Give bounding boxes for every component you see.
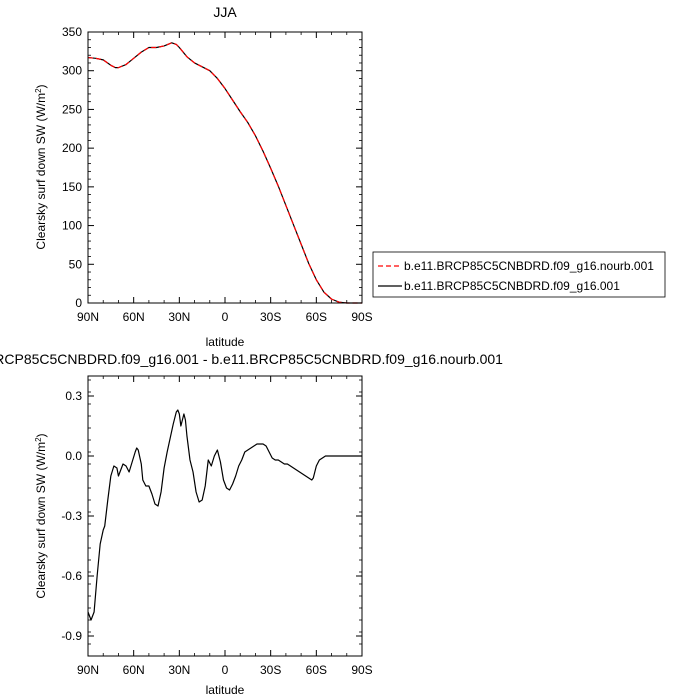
top-y-axis-label-end: ) — [34, 84, 48, 88]
top-x-tick-label: 60S — [306, 310, 327, 324]
top-y-tick-label: 350 — [62, 25, 82, 39]
bot-y-tick-label: -0.6 — [61, 569, 82, 583]
top-y-axis-label-sup: 2 — [34, 88, 43, 93]
top-chart-title: JJA — [213, 4, 237, 20]
bottom-y-axis-label-end: ) — [34, 433, 48, 437]
bottom-plot-frame — [87, 375, 363, 657]
top-series-line-1 — [87, 42, 362, 304]
legend: b.e11.BRCP85C5CNBDRD.f09_g16.nourb.001 b… — [372, 251, 666, 298]
bot-x-tick-label: 60N — [123, 663, 145, 677]
bot-x-tick-label: 30N — [168, 663, 190, 677]
bot-y-tick-label: -0.9 — [61, 629, 82, 643]
bottom-y-axis-label-sup: 2 — [34, 437, 43, 442]
top-y-tick-label: 150 — [62, 180, 82, 194]
bot-x-tick-label: 90N — [77, 663, 99, 677]
bot-x-tick-label: 0 — [222, 663, 229, 677]
bot-y-tick-label: -0.3 — [61, 509, 82, 523]
bot-y-tick-label: 0.0 — [65, 449, 82, 463]
top-plot-frame — [87, 31, 363, 304]
top-y-tick-label: 0 — [75, 296, 82, 310]
legend-label-nourb: b.e11.BRCP85C5CNBDRD.f09_g16.nourb.001 — [404, 259, 654, 273]
legend-label-001: b.e11.BRCP85C5CNBDRD.f09_g16.001 — [404, 279, 620, 293]
top-y-tick-label: 200 — [62, 141, 82, 155]
top-y-axis-label: Clearsky surf down SW (W/m2) — [34, 84, 49, 249]
bottom-x-axis-label: latitude — [206, 683, 245, 697]
legend-box — [372, 251, 666, 298]
top-x-axis-label: latitude — [206, 335, 245, 349]
bottom-chart-title: b.e11.BRCP85C5CNBDRD.f09_g16.001 - b.e11… — [0, 351, 503, 367]
bottom-y-axis-label: Clearsky surf down SW (W/m2) — [34, 433, 49, 598]
bot-x-tick-label: 60S — [306, 663, 327, 677]
top-x-tick-label: 0 — [222, 310, 229, 324]
top-y-tick-label: 300 — [62, 64, 82, 78]
bottom-chart: b.e11.BRCP85C5CNBDRD.f09_g16.001 - b.e11… — [0, 351, 503, 697]
bot-series-line-0 — [87, 409, 362, 621]
bottom-y-axis-label-main: Clearsky surf down SW (W/m — [34, 442, 48, 599]
top-y-tick-label: 50 — [69, 257, 83, 271]
bot-x-tick-label: 30S — [260, 663, 281, 677]
bot-x-tick-label: 90S — [351, 663, 372, 677]
top-x-tick-label: 30S — [260, 310, 281, 324]
top-y-tick-label: 250 — [62, 102, 82, 116]
top-y-axis-label-main: Clearsky surf down SW (W/m — [34, 93, 48, 250]
top-x-tick-label: 30N — [168, 310, 190, 324]
top-chart: JJA 90N 60N 30N 0 30S 60S 90S 0 50 100 150 200 250 30… — [34, 4, 373, 349]
top-y-tick-label: 100 — [62, 219, 82, 233]
top-series-line-0 — [87, 42, 362, 304]
bot-y-tick-label: 0.3 — [65, 389, 82, 403]
top-x-tick-label: 60N — [123, 310, 145, 324]
top-x-tick-label: 90N — [77, 310, 99, 324]
top-x-tick-label: 90S — [351, 310, 372, 324]
